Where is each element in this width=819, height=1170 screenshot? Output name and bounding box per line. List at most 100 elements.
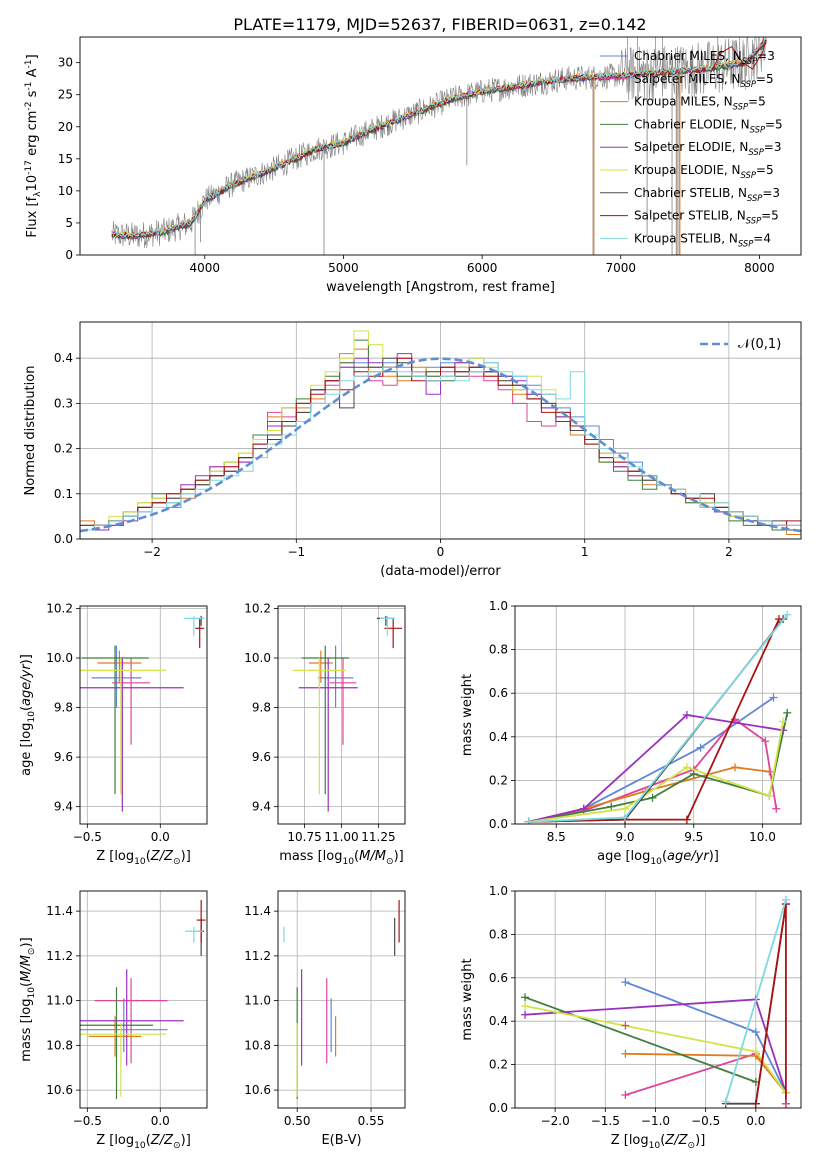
y-tick-label: 10.2: [244, 601, 271, 615]
y-tick-label: 11.4: [244, 904, 271, 918]
x-tick-label: −1.5: [591, 1114, 620, 1128]
marker-kroupa-stelib: [721, 1097, 730, 1106]
x-axis-label: Z [log10(Z/Z⊙)]: [611, 1133, 706, 1151]
x-tick-label: 9.5: [684, 830, 703, 844]
legend: Chabrier MILES, NSSP=3 Salpeter MILES, NS…: [600, 49, 783, 248]
x-tick-label: 9.0: [615, 830, 634, 844]
errorbar-salpeter-miles: [112, 658, 151, 745]
marker-salpeter-miles: [621, 1090, 630, 1099]
line-chabrier-elodie: [524, 996, 757, 1083]
y-tick-label: 11.4: [46, 904, 73, 918]
x-axis-label: wavelength [Angstrom, rest frame]: [326, 280, 555, 295]
x-tick-label: 10.0: [749, 830, 776, 844]
y-tick-label: 0.2: [54, 442, 73, 456]
model-kroupa-stelib: [111, 37, 767, 238]
panel-1: −2 −1 0 1 2 0.0 0.1 0.2 0.3 0.4 (data-model)/error…: [23, 321, 802, 579]
errorbar-kroupa-stelib: [379, 615, 395, 636]
y-tick-label: 0.2: [489, 1058, 508, 1072]
y-tick-label: 0.4: [489, 730, 508, 744]
errorbar-chabrier-miles: [91, 645, 142, 708]
y-tick-label: 0: [65, 248, 73, 262]
y-tick-label: 10.2: [46, 601, 73, 615]
legend-label-salpeter-elodie: Salpeter ELODIE, NSSP=3: [634, 140, 782, 157]
line-salpeter-elodie: [528, 714, 784, 823]
x-tick-label: 6000: [467, 261, 498, 275]
axes-frame: [79, 321, 802, 540]
y-tick-label: 0.6: [489, 686, 508, 700]
y-tick-label: 9.6: [252, 750, 271, 764]
marker-kroupa-miles: [621, 1049, 630, 1058]
y-tick-label: 11.0: [244, 994, 271, 1008]
panel-7: −2.0 −1.5 −1.0 −0.5 0.0 0.0 0.2 0.4 0.6 0.8 1.0 Z […: [460, 884, 802, 1151]
x-tick-label: 0.0: [151, 1114, 170, 1128]
legend-label-kroupa-elodie: Kroupa ELODIE, NSSP=5: [634, 163, 774, 180]
plot-area: [80, 615, 205, 812]
errorbar-kroupa-elodie: [80, 658, 167, 795]
y-tick-label: 0.3: [54, 396, 73, 410]
x-axis-label: mass [log10(M/M⊙)]: [279, 849, 403, 867]
marker-kroupa-elodie: [779, 717, 788, 726]
marker-salpeter-elodie: [682, 711, 691, 719]
marker-salpeter-miles: [621, 1021, 630, 1030]
legend-label-salpeter-stelib: Salpeter STELIB, NSSP=5: [634, 209, 779, 226]
marker-chabrier-miles: [621, 978, 630, 987]
axes-frame: [277, 890, 406, 1109]
x-tick-label: 11.25: [361, 830, 395, 844]
y-tick-label: 0.1: [54, 487, 73, 501]
panel-2: −0.5 0.0 9.4 9.6 9.8 10.0 10.2 Z [log10(Z/Z⊙)] a…: [19, 601, 208, 867]
plot-area: [521, 895, 790, 1108]
marker-kroupa-stelib: [781, 895, 790, 904]
x-axis-label: Z [log10(Z/Z⊙)]: [96, 1133, 191, 1151]
marker-kroupa-elodie: [765, 791, 774, 800]
marker-chabrier-miles: [751, 1028, 760, 1037]
panel-4: 8.5 9.0 9.5 10.0 0.0 0.2 0.4 0.6 0.8 1.0 age [log1…: [460, 599, 802, 867]
plot-area: [80, 899, 206, 1100]
plot-area: [524, 610, 792, 824]
line-kroupa-stelib: [528, 614, 789, 823]
axes-frame: [277, 605, 406, 825]
x-tick-label: −0.5: [691, 1114, 720, 1128]
marker-chabrier-miles: [769, 693, 778, 702]
y-tick-label: 10.0: [244, 651, 271, 665]
axes-frame: [79, 605, 208, 825]
y-tick-label: 9.4: [54, 800, 73, 814]
x-tick-label: −0.5: [73, 1114, 102, 1128]
marker-kroupa-elodie: [621, 804, 629, 813]
normal-curve: [80, 357, 801, 533]
marker-kroupa-stelib: [524, 817, 533, 824]
marker-chabrier-elodie: [689, 769, 698, 778]
y-tick-label: 20: [58, 120, 73, 134]
y-tick-label: 10.8: [46, 1038, 73, 1052]
errorbar-kroupa-stelib: [185, 926, 203, 943]
marker-salpeter-stelib: [751, 1099, 760, 1108]
y-tick-label: 0.0: [54, 532, 73, 546]
marker-salpeter-miles: [761, 737, 770, 746]
marker-kroupa-stelib: [783, 610, 792, 619]
marker-chabrier-miles: [696, 743, 705, 752]
x-tick-label: −0.5: [73, 830, 102, 844]
marker-salpeter-elodie: [579, 804, 588, 813]
x-tick-label: 11.00: [324, 830, 358, 844]
y-tick-label: 11.0: [46, 994, 73, 1008]
y-tick-label: 0.0: [489, 1101, 508, 1115]
axes-frame: [79, 36, 802, 256]
x-tick-label: 5000: [328, 261, 359, 275]
x-tick-label: 0.50: [284, 1114, 311, 1128]
marker-salpeter-elodie: [521, 1010, 530, 1019]
errorbar-chabrier-miles: [317, 645, 354, 708]
marker-chabrier-elodie: [783, 708, 792, 717]
y-tick-label: 1.0: [489, 599, 508, 613]
legend-label-chabrier-elodie: Chabrier ELODIE, NSSP=5: [634, 117, 783, 134]
y-tick-label: 10.6: [46, 1083, 73, 1097]
marker-salpeter-miles: [781, 1099, 790, 1108]
line-chabrier-miles: [528, 696, 775, 823]
plot-area: [292, 615, 403, 812]
x-axis-label: E(B-V): [321, 1133, 361, 1148]
y-tick-label: 15: [58, 152, 73, 166]
legend-label-chabrier-stelib: Chabrier STELIB, NSSP=3: [634, 186, 780, 203]
panel-3: 10.75 11.00 11.25 9.4 9.6 9.8 10.0 10.2 mass [lo…: [244, 601, 406, 867]
y-axis-label: mass [log10(M/M⊙)]: [19, 937, 37, 1061]
x-tick-label: 8000: [744, 261, 775, 275]
axes-frame: [514, 890, 802, 1109]
